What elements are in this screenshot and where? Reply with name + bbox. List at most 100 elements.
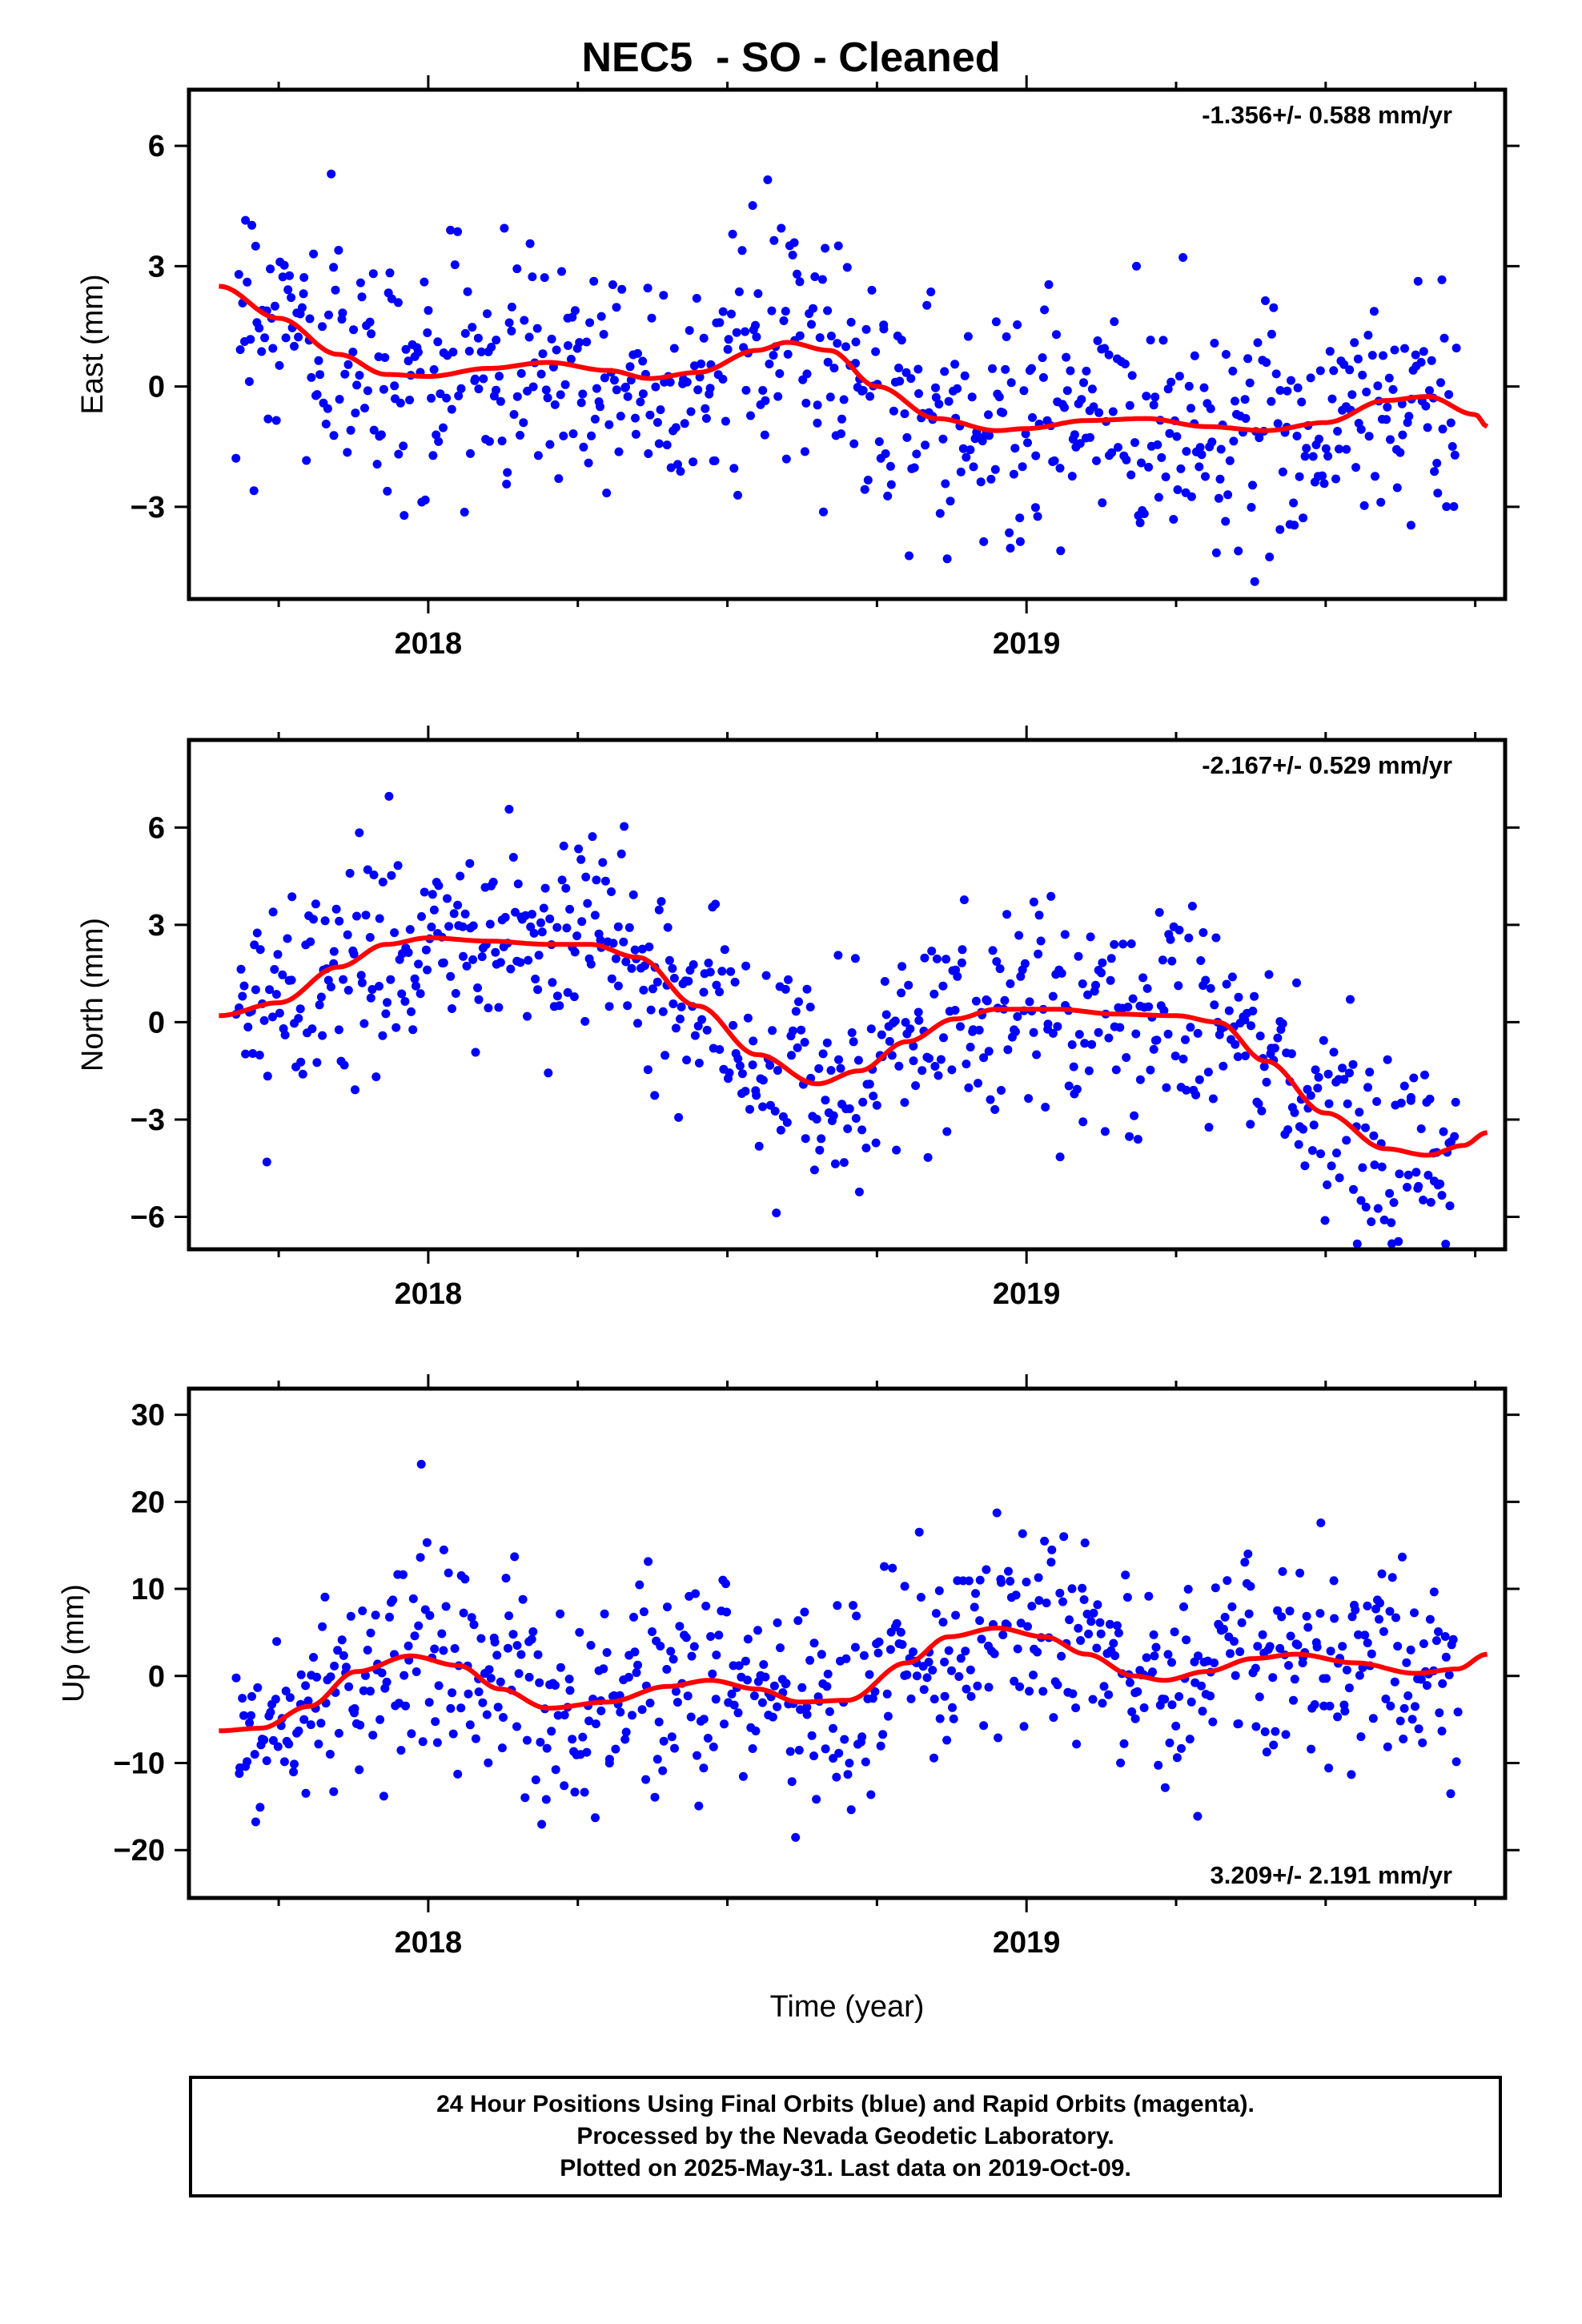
east-data-point (1001, 364, 1010, 374)
up-data-point (1444, 1671, 1454, 1679)
up-data-point (644, 1557, 653, 1566)
east-data-point (1019, 386, 1029, 396)
east-data-point (423, 328, 432, 337)
up-data-point (1285, 1606, 1295, 1616)
east-data-point (1430, 467, 1439, 476)
north-data-point (506, 964, 516, 974)
up-data-point (675, 1622, 685, 1631)
north-data-point (1128, 994, 1138, 1003)
east-data-point (1315, 434, 1323, 444)
east-data-point (1169, 515, 1178, 524)
east-data-point (492, 336, 501, 345)
east-data-point (1299, 513, 1308, 523)
up-data-point (536, 1738, 545, 1747)
north-data-point (726, 967, 736, 976)
east-data-point (278, 272, 287, 282)
east-data-point (779, 316, 789, 325)
east-data-point (1450, 450, 1460, 460)
east-data-point (666, 463, 676, 472)
north-data-point (484, 1003, 493, 1013)
east-data-point (600, 373, 609, 383)
up-data-point (450, 1644, 460, 1653)
east-data-point (1015, 513, 1025, 523)
north-data-point (858, 1097, 868, 1107)
east-points (231, 169, 1461, 586)
east-data-point (1404, 412, 1414, 421)
north-data-point (545, 914, 555, 923)
east-data-point (578, 389, 588, 399)
east-data-point (329, 263, 339, 272)
north-data-point (384, 791, 394, 801)
north-data-point (836, 1063, 845, 1073)
north-data-point (850, 954, 860, 963)
east-data-point (665, 377, 675, 387)
east-data-point (1329, 366, 1339, 376)
north-data-point (911, 1081, 921, 1091)
east-data-point (492, 385, 500, 395)
north-data-point (741, 1087, 750, 1096)
east-data-point (819, 507, 828, 517)
up-data-point (1182, 1635, 1191, 1645)
up-data-point (1441, 1652, 1451, 1662)
east-data-point (528, 272, 537, 282)
up-data-point (951, 1610, 961, 1620)
up-data-point (1295, 1568, 1305, 1578)
north-data-point (1355, 1108, 1364, 1117)
east-data-point (991, 317, 1001, 327)
north-data-point (539, 903, 548, 913)
east-data-point (312, 390, 322, 400)
north-data-point (1311, 1065, 1320, 1075)
north-data-point (570, 947, 580, 957)
east-data-point (516, 368, 526, 378)
north-data-point (544, 1068, 553, 1078)
east-data-point (728, 229, 737, 239)
north-data-point (1118, 939, 1128, 949)
up-data-point (262, 1756, 271, 1766)
east-data-point (1070, 430, 1079, 440)
east-data-point (871, 347, 881, 356)
east-data-point (367, 329, 376, 339)
east-data-point (1221, 517, 1231, 526)
up-data-point (1010, 1676, 1019, 1686)
east-data-point (520, 316, 529, 325)
east-data-point (568, 312, 577, 322)
up-data-point (753, 1626, 762, 1635)
up-data-point (896, 1627, 905, 1637)
north-data-point (1174, 925, 1184, 935)
up-data-point (1403, 1691, 1413, 1700)
east-data-point (369, 425, 379, 435)
east-data-point (559, 431, 568, 440)
east-data-point (543, 393, 552, 403)
east-data-point (404, 356, 413, 366)
north-data-point (1106, 975, 1115, 985)
up-data-point (1027, 1602, 1037, 1611)
east-data-point (715, 318, 725, 328)
up-data-point (942, 1735, 952, 1745)
up-data-point (281, 1687, 291, 1696)
east-data-point (380, 353, 390, 362)
north-data-point (1204, 1123, 1214, 1132)
east-data-point (1038, 372, 1048, 382)
north-data-point (335, 916, 344, 926)
north-data-point (640, 961, 649, 971)
up-data-point (570, 1787, 580, 1797)
east-data-point (905, 551, 913, 561)
up-data-point (841, 1654, 851, 1663)
north-data-point (621, 957, 631, 967)
east-data-point (309, 249, 319, 259)
north-data-point (930, 1062, 940, 1071)
east-data-point (1135, 518, 1145, 528)
north-data-point (410, 974, 420, 983)
east-data-point (329, 431, 339, 440)
east-data-point (1125, 400, 1134, 410)
up-data-point (1435, 1708, 1444, 1718)
east-data-point (1302, 444, 1311, 453)
east-data-point (1114, 443, 1122, 452)
north-data-point (1006, 979, 1015, 988)
up-data-point (1289, 1695, 1298, 1705)
east-data-point (331, 285, 340, 295)
east-data-point (609, 376, 619, 385)
up-data-point (748, 1744, 757, 1753)
east-data-point (1438, 424, 1447, 434)
north-data-point (857, 1125, 867, 1135)
